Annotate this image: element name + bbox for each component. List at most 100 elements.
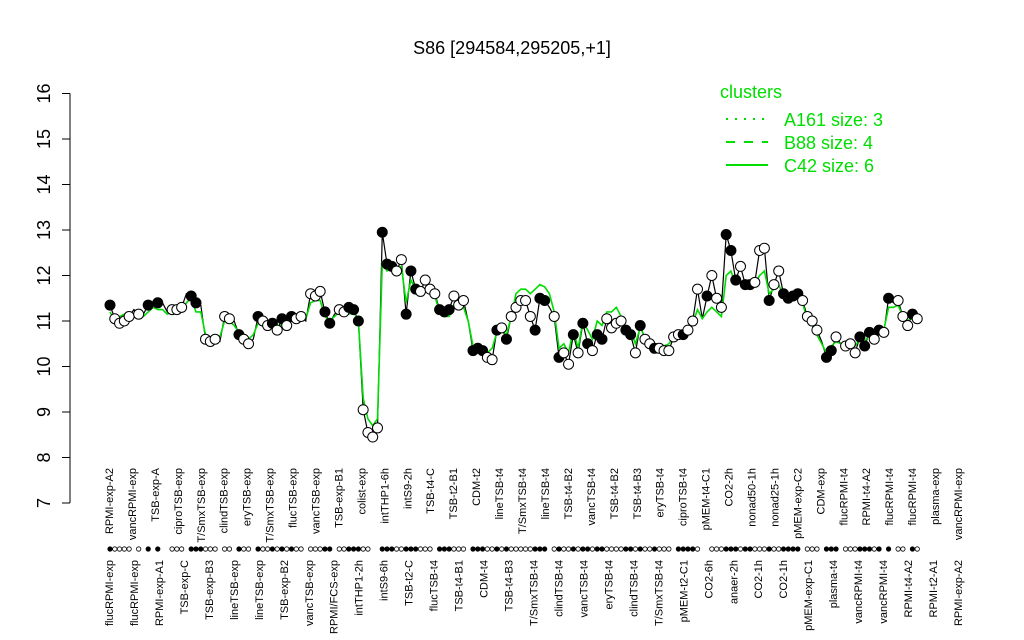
- rug-marker: [847, 546, 853, 552]
- rug-marker: [651, 546, 658, 552]
- y-tick-label: 7: [34, 498, 54, 508]
- x-tick-label: vancRPMI-exp: [127, 468, 139, 540]
- rug-marker: [909, 546, 916, 552]
- x-tick-label: TSB-exp-C: [179, 560, 191, 614]
- data-point: [825, 345, 837, 357]
- x-tick-label: colist-exp: [356, 468, 368, 514]
- x-tick-label: pMEM-exp-C1: [803, 560, 815, 631]
- data-point: [830, 331, 842, 343]
- rug-marker: [857, 546, 863, 552]
- data-point: [763, 295, 775, 307]
- data-point: [209, 333, 221, 345]
- rug-marker: [293, 546, 299, 552]
- data-point: [400, 308, 412, 320]
- rug-marker: [828, 546, 834, 552]
- data-point: [457, 295, 469, 307]
- rug-marker: [145, 546, 151, 552]
- rug-marker: [245, 546, 252, 552]
- data-point: [524, 310, 536, 322]
- data-point: [768, 279, 780, 291]
- rug-marker: [785, 546, 791, 552]
- data-point: [854, 331, 866, 343]
- x-tick-label: T/SmxTSB-t4: [653, 560, 665, 626]
- data-point: [601, 313, 613, 325]
- rug-marker: [723, 546, 729, 552]
- data-point: [548, 310, 560, 322]
- x-tick-label: flucRPMI-exp: [104, 560, 116, 626]
- rug-marker: [527, 546, 533, 552]
- rug-marker: [589, 546, 596, 552]
- legend-label: A161 size: 3: [784, 110, 883, 130]
- rug-marker: [618, 546, 624, 552]
- data-point: [892, 295, 904, 307]
- x-tick-label: flucRPMI-t4: [884, 468, 896, 525]
- x-tick-label: TSB-t4-B2: [563, 468, 575, 519]
- x-tick-label: eryTSB-exp: [242, 468, 254, 526]
- rug-marker: [408, 546, 414, 552]
- rug-marker: [322, 546, 328, 552]
- x-tick-label: pMEM-t2-C1: [678, 560, 690, 622]
- data-point: [844, 338, 856, 350]
- data-point: [295, 310, 307, 322]
- rug-marker: [833, 546, 839, 552]
- data-points: [104, 226, 923, 443]
- data-point: [419, 274, 431, 286]
- x-tick-label: eryTSB-t4: [603, 560, 615, 610]
- rug-marker: [107, 546, 113, 552]
- rug-marker: [895, 546, 901, 552]
- rug-marker: [656, 546, 662, 552]
- data-point: [123, 310, 135, 322]
- x-tick-label: RPMI-t4-A2: [861, 468, 873, 525]
- rug-marker: [308, 546, 314, 552]
- rug-marker: [198, 546, 204, 552]
- x-tick-label: TSB-t4-C: [425, 468, 437, 514]
- rug-marker: [508, 546, 514, 552]
- rug-marker: [112, 546, 118, 552]
- rug-marker: [436, 546, 443, 552]
- rug-marker: [317, 546, 323, 552]
- data-point: [711, 292, 723, 304]
- data-point: [563, 358, 575, 370]
- rug-marker: [489, 546, 495, 552]
- rug-marker: [427, 546, 433, 552]
- rug-marker: [355, 546, 361, 552]
- rug-marker: [260, 546, 266, 552]
- data-point: [735, 260, 747, 272]
- rug-marker: [518, 546, 524, 552]
- rug-marker: [642, 546, 648, 552]
- x-tick-label: ciproTSB-exp: [173, 468, 185, 535]
- rug-marker: [360, 546, 366, 552]
- rug-marker: [599, 546, 605, 552]
- rug-marker: [207, 546, 213, 552]
- rug-marker: [747, 546, 753, 552]
- profile-line: [109, 232, 918, 438]
- rug-marker: [451, 546, 457, 552]
- x-tick-label: CO2-1h: [753, 560, 765, 599]
- x-tick-label: CO2-2h: [724, 468, 736, 507]
- data-point: [720, 229, 732, 241]
- x-tick-label: RPMI-exp-A1: [154, 560, 166, 626]
- rug-marker: [814, 546, 820, 552]
- rug-marker: [842, 546, 849, 552]
- rug-marker: [365, 546, 371, 552]
- rug-marker: [136, 546, 142, 552]
- y-tick-label: 10: [34, 356, 54, 376]
- data-point: [376, 226, 388, 238]
- x-tick-label: intTHP1-2h: [354, 560, 366, 616]
- rug-marker: [479, 546, 486, 552]
- x-tick-label: TSB-t2-C: [404, 560, 416, 606]
- data-point: [725, 244, 737, 256]
- rug-marker: [585, 546, 591, 552]
- y-tick-label: 16: [34, 83, 54, 103]
- x-tick-label: plasma-exp: [930, 468, 942, 525]
- x-tick-labels-top: RPMI-exp-A2 vancRPMI-exp TSB-exp-A ciproTSB…: [104, 467, 965, 542]
- rug-marker: [398, 546, 404, 552]
- data-point: [878, 326, 890, 338]
- data-point: [701, 290, 713, 302]
- rug-marker: [336, 546, 342, 552]
- rug-marker: [580, 546, 586, 552]
- data-point: [505, 310, 517, 322]
- rug-marker: [771, 546, 777, 552]
- data-point: [730, 274, 742, 286]
- x-tick-label: T/SmxTSB-t4: [529, 560, 541, 626]
